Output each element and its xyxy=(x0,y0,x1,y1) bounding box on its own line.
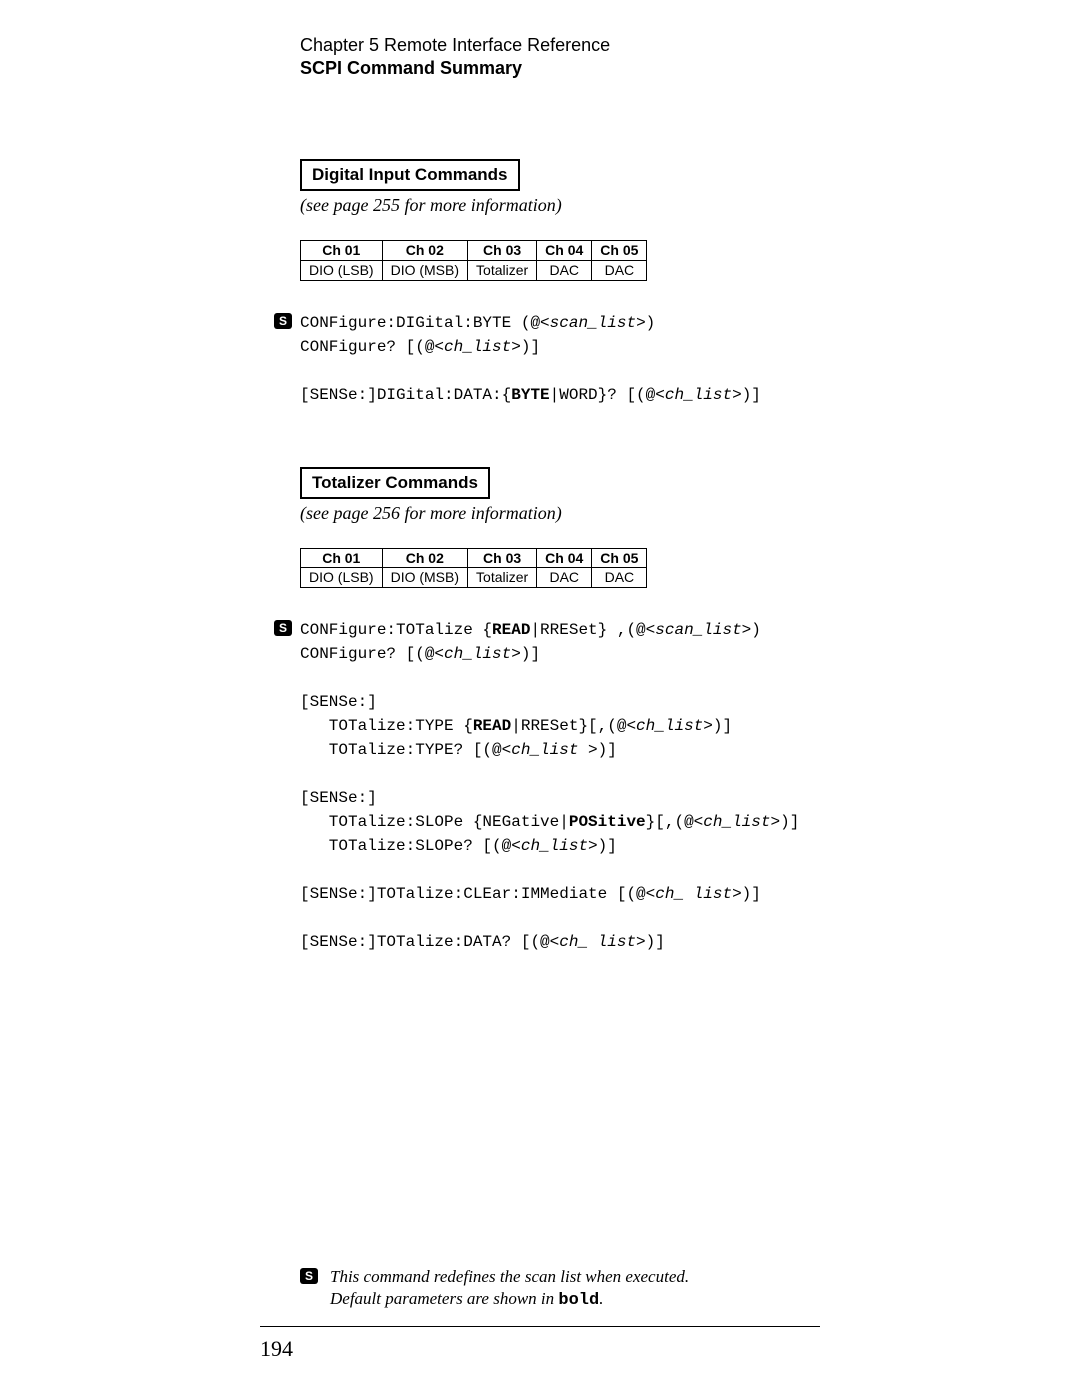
table-cell: Totalizer xyxy=(468,260,537,280)
code-param: <ch_list> xyxy=(655,386,741,404)
table-header-cell: Ch 05 xyxy=(592,548,647,568)
footer-rule xyxy=(260,1326,820,1327)
code-bold: READ xyxy=(473,717,511,735)
code-text: ) xyxy=(646,314,656,332)
code-param: <ch_ list> xyxy=(550,933,646,951)
table-header-cell: Ch 04 xyxy=(537,548,592,568)
channel-table-digital: Ch 01 Ch 02 Ch 03 Ch 04 Ch 05 DIO (LSB) … xyxy=(300,240,647,281)
table-cell: DAC xyxy=(592,260,647,280)
table-cell: Totalizer xyxy=(468,568,537,588)
table-header-cell: Ch 01 xyxy=(301,241,383,261)
code-block-totalizer-5: [SENSe:]TOTalize:DATA? [(@<ch_ list>)] xyxy=(300,930,880,954)
page-number: 194 xyxy=(260,1336,293,1362)
code-text: )] xyxy=(646,933,665,951)
code-text: |RRESet}[,(@ xyxy=(511,717,626,735)
code-param: <ch_list> xyxy=(434,645,520,663)
table-row: DIO (LSB) DIO (MSB) Totalizer DAC DAC xyxy=(301,260,647,280)
code-param: <ch_list > xyxy=(502,741,598,759)
table-cell: DAC xyxy=(537,568,592,588)
scan-marker-icon: S xyxy=(274,620,292,636)
code-block-totalizer-4: [SENSe:]TOTalize:CLEar:IMMediate [(@<ch_… xyxy=(300,882,880,906)
code-text: TOTalize:TYPE? [(@ xyxy=(300,741,502,759)
table-row: Ch 01 Ch 02 Ch 03 Ch 04 Ch 05 xyxy=(301,548,647,568)
table-row: Ch 01 Ch 02 Ch 03 Ch 04 Ch 05 xyxy=(301,241,647,261)
code-text: )] xyxy=(742,386,761,404)
code-text: }[,(@ xyxy=(646,813,694,831)
table-row: DIO (LSB) DIO (MSB) Totalizer DAC DAC xyxy=(301,568,647,588)
code-text: CONFigure? [(@ xyxy=(300,338,434,356)
table-header-cell: Ch 02 xyxy=(382,241,467,261)
chapter-header: Chapter 5 Remote Interface Reference xyxy=(300,35,880,56)
footnote-line: Default parameters are shown in xyxy=(330,1289,558,1308)
table-cell: DIO (MSB) xyxy=(382,568,467,588)
see-page-totalizer: (see page 256 for more information) xyxy=(300,503,880,524)
code-text: |WORD}? [(@ xyxy=(550,386,656,404)
code-text: CONFigure:DIGital:BYTE (@ xyxy=(300,314,540,332)
table-header-cell: Ch 02 xyxy=(382,548,467,568)
code-param: <ch_list> xyxy=(626,717,712,735)
code-text: )] xyxy=(598,741,617,759)
table-cell: DIO (LSB) xyxy=(301,260,383,280)
code-param: <scan_list> xyxy=(540,314,646,332)
code-bold: READ xyxy=(492,621,530,639)
code-text: )] xyxy=(598,837,617,855)
code-text: TOTalize:TYPE { xyxy=(300,717,473,735)
code-param: <ch_list> xyxy=(694,813,780,831)
code-text: )] xyxy=(521,338,540,356)
footnote-text: S This command redefines the scan list w… xyxy=(300,1266,780,1312)
code-bold: BYTE xyxy=(511,386,549,404)
section-heading-totalizer: Totalizer Commands xyxy=(300,467,490,499)
table-header-cell: Ch 05 xyxy=(592,241,647,261)
digital-input-section: Digital Input Commands (see page 255 for… xyxy=(300,159,880,407)
code-block-totalizer-2: [SENSe:] TOTalize:TYPE {READ|RRESet}[,(@… xyxy=(300,690,880,762)
table-cell: DAC xyxy=(537,260,592,280)
code-text: TOTalize:SLOPe? [(@ xyxy=(300,837,511,855)
code-text: )] xyxy=(713,717,732,735)
table-header-cell: Ch 03 xyxy=(468,241,537,261)
code-text: [SENSe:]TOTalize:DATA? [(@ xyxy=(300,933,550,951)
code-text: [SENSe:] xyxy=(300,693,377,711)
code-param: <ch_list> xyxy=(511,837,597,855)
footnote-bold: bold xyxy=(558,1291,599,1310)
see-page-digital: (see page 255 for more information) xyxy=(300,195,880,216)
code-text: |RRESet} ,(@ xyxy=(530,621,645,639)
code-block-digital-1: SCONFigure:DIGital:BYTE (@<scan_list>) C… xyxy=(300,311,880,359)
section-heading-digital: Digital Input Commands xyxy=(300,159,520,191)
table-cell: DIO (MSB) xyxy=(382,260,467,280)
table-header-cell: Ch 03 xyxy=(468,548,537,568)
code-text: [SENSe:]TOTalize:CLEar:IMMediate [(@ xyxy=(300,885,646,903)
code-text: )] xyxy=(780,813,799,831)
code-text: CONFigure:TOTalize { xyxy=(300,621,492,639)
table-cell: DAC xyxy=(592,568,647,588)
footnote: S This command redefines the scan list w… xyxy=(300,1266,780,1312)
scan-marker-icon: S xyxy=(274,313,292,329)
code-bold: POSitive xyxy=(569,813,646,831)
channel-table-totalizer: Ch 01 Ch 02 Ch 03 Ch 04 Ch 05 DIO (LSB) … xyxy=(300,548,647,589)
code-text: )] xyxy=(521,645,540,663)
footnote-line: This command redefines the scan list whe… xyxy=(330,1267,689,1286)
code-param: <scan_list> xyxy=(646,621,752,639)
code-text: ) xyxy=(751,621,761,639)
section-header: SCPI Command Summary xyxy=(300,58,880,79)
code-block-digital-2: [SENSe:]DIGital:DATA:{BYTE|WORD}? [(@<ch… xyxy=(300,383,880,407)
totalizer-section: Totalizer Commands (see page 256 for mor… xyxy=(300,467,880,955)
code-text: CONFigure? [(@ xyxy=(300,645,434,663)
code-text: [SENSe:]DIGital:DATA:{ xyxy=(300,386,511,404)
content-area: Chapter 5 Remote Interface Reference SCP… xyxy=(300,35,880,954)
code-param: <ch_list> xyxy=(434,338,520,356)
code-block-totalizer-1: SCONFigure:TOTalize {READ|RRESet} ,(@<sc… xyxy=(300,618,880,666)
code-text: )] xyxy=(742,885,761,903)
page: Chapter 5 Remote Interface Reference SCP… xyxy=(0,0,1080,1397)
footnote-line: . xyxy=(599,1289,603,1308)
code-text: TOTalize:SLOPe {NEGative| xyxy=(300,813,569,831)
code-text: [SENSe:] xyxy=(300,789,377,807)
code-param: <ch_ list> xyxy=(646,885,742,903)
table-header-cell: Ch 04 xyxy=(537,241,592,261)
table-header-cell: Ch 01 xyxy=(301,548,383,568)
code-block-totalizer-3: [SENSe:] TOTalize:SLOPe {NEGative|POSiti… xyxy=(300,786,880,858)
table-cell: DIO (LSB) xyxy=(301,568,383,588)
scan-marker-icon: S xyxy=(300,1268,318,1284)
